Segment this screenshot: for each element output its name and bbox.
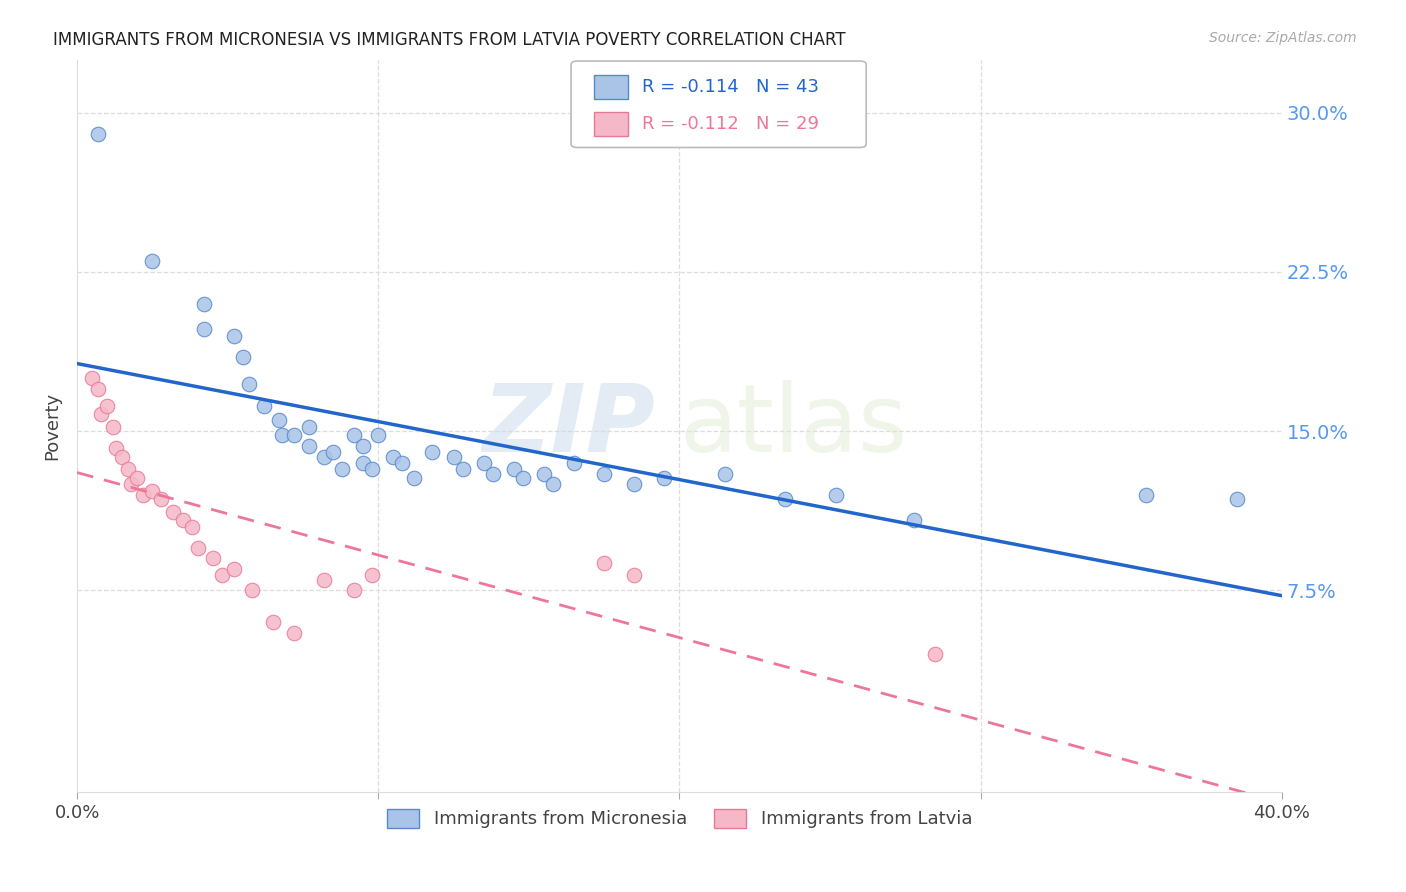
Text: atlas: atlas [679,380,908,472]
Bar [593,75,627,99]
Point [343,428,366,442]
Point [472,456,495,470]
Point [105,441,128,455]
Point [222,328,245,343]
Point [162,505,184,519]
Point [533,467,555,481]
Point [361,568,384,582]
Point [481,467,503,481]
Point [903,513,925,527]
Y-axis label: Poverty: Poverty [44,392,60,460]
Point [451,462,474,476]
Point [82,371,104,385]
Point [713,467,735,481]
Point [238,377,260,392]
Point [267,413,290,427]
Point [298,439,321,453]
Point [825,488,848,502]
Point [193,322,215,336]
Point [222,562,245,576]
Point [180,519,202,533]
Text: IMMIGRANTS FROM MICRONESIA VS IMMIGRANTS FROM LATVIA POVERTY CORRELATION CHART: IMMIGRANTS FROM MICRONESIA VS IMMIGRANTS… [53,31,846,49]
Point [422,445,444,459]
Point [367,428,389,442]
Point [404,471,426,485]
Point [201,551,224,566]
Point [1135,488,1157,502]
Point [512,471,534,485]
Point [187,541,209,555]
Point [120,477,142,491]
Point [773,491,796,506]
Point [117,462,139,476]
Point [111,450,134,464]
Text: ZIP: ZIP [482,380,655,472]
Point [232,350,254,364]
Point [352,456,374,470]
Point [654,471,676,485]
Point [127,471,149,485]
Text: R = -0.112   N = 29: R = -0.112 N = 29 [643,115,820,133]
Point [283,428,305,442]
Point [312,450,335,464]
Point [361,462,384,476]
FancyBboxPatch shape [571,61,866,147]
Point [352,439,374,453]
Bar [593,112,627,136]
Point [312,573,335,587]
Point [593,467,616,481]
Point [1226,491,1249,506]
Point [541,477,564,491]
Point [87,127,110,141]
Point [96,399,118,413]
Point [103,420,125,434]
Point [211,568,233,582]
Text: Source: ZipAtlas.com: Source: ZipAtlas.com [1209,31,1357,45]
Point [150,491,173,506]
Point [443,450,465,464]
Point [193,296,215,310]
Legend: Immigrants from Micronesia, Immigrants from Latvia: Immigrants from Micronesia, Immigrants f… [380,802,980,836]
Point [623,568,645,582]
Point [172,513,194,527]
Point [283,625,305,640]
Point [262,615,284,629]
Point [623,477,645,491]
Point [343,583,366,598]
Point [141,483,163,498]
Point [330,462,353,476]
Point [593,556,616,570]
Point [132,488,155,502]
Point [924,647,946,661]
Point [87,382,110,396]
Point [502,462,524,476]
Point [382,450,405,464]
Point [322,445,344,459]
Point [391,456,413,470]
Point [141,254,163,268]
Point [253,399,276,413]
Point [298,420,321,434]
Point [240,583,263,598]
Text: R = -0.114   N = 43: R = -0.114 N = 43 [643,78,820,95]
Point [562,456,585,470]
Point [270,428,292,442]
Point [90,407,112,421]
